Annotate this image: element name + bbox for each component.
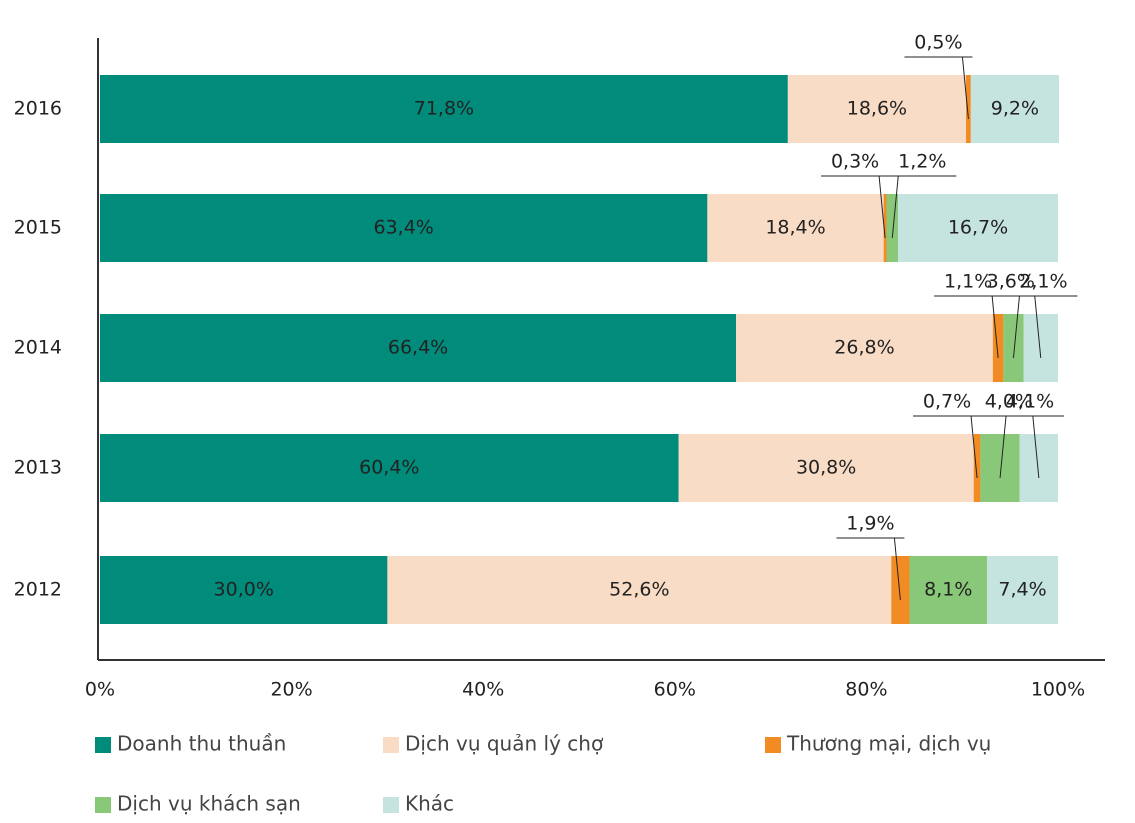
bar-segment xyxy=(898,194,1058,262)
bar-segment xyxy=(387,556,892,624)
bar-segment xyxy=(736,314,993,382)
x-tick-label: 40% xyxy=(462,679,504,701)
y-tick-label: 2016 xyxy=(14,98,62,120)
bar-segment xyxy=(992,314,1004,382)
data-label: 1,9% xyxy=(846,513,894,535)
bar-segment xyxy=(886,194,899,262)
bar-segment xyxy=(970,75,1059,143)
data-label: 7,4% xyxy=(998,579,1046,601)
data-label: 26,8% xyxy=(834,337,894,359)
data-label: 52,6% xyxy=(609,579,669,601)
leader-line xyxy=(961,56,969,120)
legend: Doanh thu thuần Dịch vụ quản lý chợ Thương… xyxy=(95,732,991,816)
x-tick-label: 20% xyxy=(270,679,312,701)
leader-line xyxy=(999,415,1007,479)
leader-line xyxy=(991,295,999,359)
data-label: 1,1% xyxy=(944,271,992,293)
data-label: 71,8% xyxy=(414,98,474,120)
bar-segment xyxy=(100,75,788,143)
y-tick-label: 2015 xyxy=(14,217,62,239)
data-label: 18,6% xyxy=(847,98,907,120)
bar-segment xyxy=(987,556,1058,624)
bar-segment xyxy=(100,556,388,624)
legend-label: Doanh thu thuần xyxy=(117,732,286,756)
bar-segment xyxy=(100,314,737,382)
bar-segment xyxy=(980,434,1020,502)
x-tick-label: 60% xyxy=(654,679,696,701)
bar-segment xyxy=(966,75,971,143)
y-tick-label: 2013 xyxy=(14,457,62,479)
data-label: 2,1% xyxy=(1019,271,1067,293)
bar-segment xyxy=(973,434,981,502)
legend-label: Khác xyxy=(405,792,454,816)
data-label: 4,0% xyxy=(985,391,1033,413)
bar-segment xyxy=(787,75,967,143)
bar-segment xyxy=(1023,314,1058,382)
data-label: 63,4% xyxy=(374,217,434,239)
data-label: 30,8% xyxy=(796,457,856,479)
leader-line xyxy=(1034,295,1042,359)
bar-segment xyxy=(909,556,988,624)
legend-label: Dịch vụ quản lý chợ xyxy=(405,732,604,756)
x-tick-label: 0% xyxy=(85,679,115,701)
data-label: 4,1% xyxy=(1006,391,1054,413)
data-label: 0,7% xyxy=(923,391,971,413)
data-label: 60,4% xyxy=(359,457,419,479)
data-label: 9,2% xyxy=(991,98,1039,120)
bar-segment xyxy=(100,194,708,262)
leader-line xyxy=(970,415,978,479)
leader-line xyxy=(878,175,886,239)
bar-segment xyxy=(1003,314,1024,382)
bar-segment xyxy=(1019,434,1058,502)
legend-swatch xyxy=(383,797,399,813)
leader-line xyxy=(1012,295,1020,359)
x-tick-label: 80% xyxy=(845,679,887,701)
data-label: 30,0% xyxy=(214,579,274,601)
legend-swatch xyxy=(765,737,781,753)
legend-label: Dịch vụ khách sạn xyxy=(117,792,301,816)
x-tick-label: 100% xyxy=(1031,679,1085,701)
bar-segment xyxy=(883,194,887,262)
y-tick-label: 2012 xyxy=(14,579,62,601)
legend-swatch xyxy=(383,737,399,753)
data-label: 0,5% xyxy=(914,32,962,54)
legend-swatch xyxy=(95,737,111,753)
legend-swatch xyxy=(95,797,111,813)
bar-segment xyxy=(891,556,910,624)
data-label: 3,6% xyxy=(987,271,1035,293)
legend-label: Thương mại, dịch vụ xyxy=(786,732,991,756)
y-tick-label: 2014 xyxy=(14,337,62,359)
leader-line xyxy=(891,175,899,239)
leader-line xyxy=(1032,415,1040,479)
data-label: 0,3% xyxy=(831,151,879,173)
bar-segment xyxy=(100,434,679,502)
data-label: 16,7% xyxy=(948,217,1008,239)
bar-segment xyxy=(678,434,974,502)
data-label: 8,1% xyxy=(924,579,972,601)
data-label: 1,2% xyxy=(898,151,946,173)
data-label: 18,4% xyxy=(765,217,825,239)
bar-segment xyxy=(707,194,884,262)
data-label: 66,4% xyxy=(388,337,448,359)
leader-line xyxy=(893,537,901,601)
